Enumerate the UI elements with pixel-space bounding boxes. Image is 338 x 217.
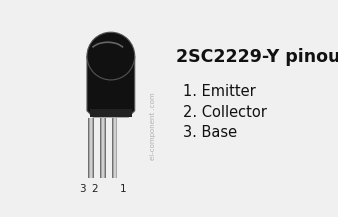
Bar bbox=[88, 118, 94, 178]
Text: 1: 1 bbox=[120, 184, 127, 194]
Text: 1. Emitter: 1. Emitter bbox=[183, 84, 256, 99]
Bar bbox=[90, 109, 131, 117]
Bar bbox=[102, 118, 104, 178]
Text: 2: 2 bbox=[91, 184, 98, 194]
Bar bbox=[100, 118, 106, 178]
Text: 3. Base: 3. Base bbox=[183, 125, 237, 140]
Bar bbox=[90, 118, 92, 178]
Bar bbox=[114, 118, 116, 178]
Bar bbox=[101, 118, 105, 178]
Bar bbox=[89, 118, 93, 178]
Text: 2SC2229-Y pinout: 2SC2229-Y pinout bbox=[175, 48, 338, 66]
Text: 2. Collector: 2. Collector bbox=[183, 105, 267, 120]
Bar bbox=[113, 118, 117, 178]
Text: 3: 3 bbox=[79, 184, 86, 194]
Bar bbox=[112, 118, 117, 178]
Polygon shape bbox=[87, 56, 135, 117]
Ellipse shape bbox=[87, 32, 135, 80]
Text: el-component .com: el-component .com bbox=[150, 92, 156, 160]
